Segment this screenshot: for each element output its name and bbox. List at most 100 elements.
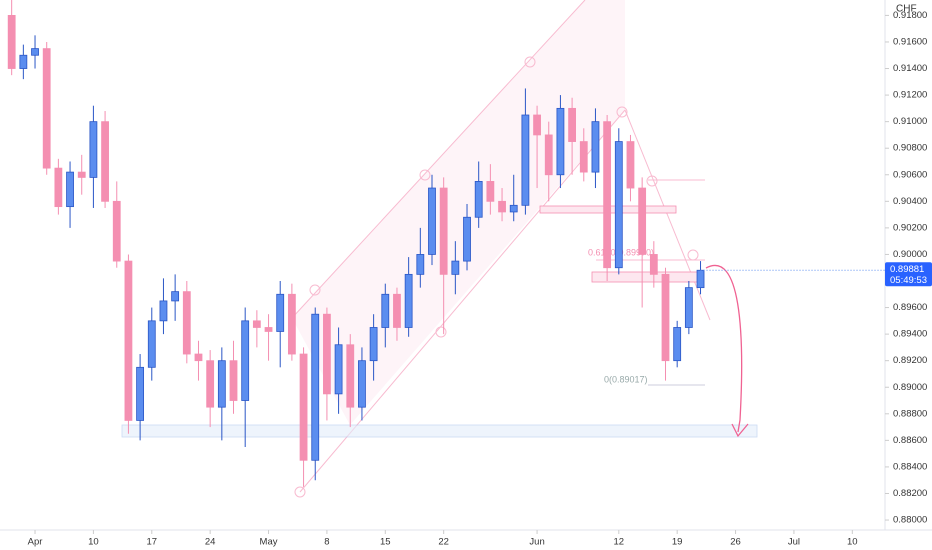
- y-tick-label: 0.88600: [893, 435, 927, 446]
- candle-body: [533, 114, 541, 136]
- candle-body: [439, 187, 448, 275]
- candle-body: [159, 300, 168, 322]
- x-tick-label: 19: [672, 537, 683, 548]
- candle-body: [463, 216, 471, 262]
- candle-body: [638, 187, 647, 255]
- candle-body: [428, 187, 436, 255]
- support-zone: [121, 424, 758, 438]
- y-tick-label: 0.90600: [893, 169, 927, 180]
- candle-body: [299, 353, 308, 461]
- countdown: 05:49:53: [890, 275, 927, 286]
- fib-label: 0(0.89017): [604, 374, 648, 384]
- candle-body: [264, 327, 273, 332]
- candle-body: [19, 54, 28, 69]
- candle-body: [334, 344, 343, 395]
- candle-body: [31, 48, 39, 56]
- candle-body: [684, 287, 693, 328]
- y-tick-label: 0.90200: [893, 222, 927, 233]
- candle-body: [451, 260, 460, 275]
- candle-body: [416, 254, 425, 275]
- y-tick-label: 0.91200: [893, 90, 927, 101]
- y-tick-label: 0.90000: [893, 249, 927, 260]
- y-tick-label: 0.88800: [893, 408, 927, 419]
- y-tick-label: 0.90400: [893, 196, 927, 207]
- candle-body: [381, 293, 390, 328]
- candle-body: [404, 273, 413, 328]
- y-tick-label: 0.91800: [893, 10, 927, 21]
- candle-body: [136, 366, 145, 421]
- candle-body: [276, 293, 285, 332]
- y-tick-label: 0.89000: [893, 382, 927, 393]
- x-tick-label: 15: [380, 537, 391, 548]
- x-tick-label: 17: [146, 537, 157, 548]
- pivot: [687, 249, 699, 261]
- channel-fill: [292, 0, 625, 425]
- candle-body: [626, 141, 635, 189]
- candle-body: [89, 121, 98, 178]
- candle-body: [217, 360, 226, 408]
- x-tick-label: 8: [324, 537, 329, 548]
- candle-body: [486, 181, 495, 202]
- candle-body: [358, 360, 366, 408]
- candle-body: [42, 48, 51, 169]
- y-tick-label: 0.89200: [893, 355, 927, 366]
- y-tick-label: 0.90800: [893, 143, 927, 154]
- currency-label: CHF: [896, 4, 917, 15]
- candle-body: [474, 181, 483, 218]
- candle-body: [323, 313, 331, 395]
- candle-body: [614, 141, 623, 269]
- candle-body: [66, 171, 74, 208]
- candle-body: [603, 121, 612, 269]
- x-tick-label: 26: [730, 537, 741, 548]
- candle-body: [101, 121, 109, 202]
- projection-arrow: [705, 265, 749, 438]
- candle-body: [206, 360, 215, 408]
- y-tick-label: 0.88400: [893, 461, 927, 472]
- last-price-label: 0.89881: [890, 264, 924, 275]
- candle-body: [346, 344, 355, 408]
- pivot: [419, 169, 431, 181]
- pivot: [435, 326, 447, 338]
- pivot: [524, 56, 536, 68]
- candle-body: [54, 167, 63, 208]
- candle-body: [124, 260, 133, 421]
- candle-body: [661, 273, 670, 362]
- candle-body: [673, 327, 682, 362]
- candle-body: [591, 121, 600, 173]
- x-tick-label: 10: [88, 537, 99, 548]
- candle-body: [498, 200, 506, 213]
- y-tick-label: 0.88200: [893, 488, 927, 499]
- pivot: [646, 175, 658, 187]
- candle-body: [556, 107, 565, 176]
- candle-body: [77, 171, 86, 178]
- candle-body: [509, 204, 518, 213]
- candle-body: [521, 114, 530, 206]
- y-tick-label: 0.91600: [893, 36, 927, 47]
- candle-body: [229, 360, 238, 401]
- x-tick-label: 22: [438, 537, 449, 548]
- candle-body: [544, 134, 553, 176]
- x-tick-label: Jul: [788, 537, 800, 548]
- last-price-tag: [885, 262, 932, 287]
- y-tick-label: 0.89400: [893, 329, 927, 340]
- candle-body: [7, 15, 16, 69]
- x-tick-label: 12: [614, 537, 625, 548]
- candle-body: [369, 327, 378, 362]
- candle-body: [311, 313, 320, 461]
- x-tick-label: Jun: [529, 537, 544, 548]
- candle-body: [112, 200, 121, 262]
- candle-body: [579, 141, 588, 173]
- candle-body: [568, 107, 576, 142]
- y-tick-label: 0.89600: [893, 302, 927, 313]
- candle-body: [649, 254, 658, 275]
- candle-body: [252, 320, 261, 328]
- zone: [591, 271, 701, 283]
- candle-body: [696, 269, 705, 289]
- pivot: [294, 486, 306, 498]
- pivot: [309, 284, 321, 296]
- candle-body: [241, 320, 250, 401]
- x-tick-label: May: [260, 537, 278, 548]
- candle-body: [147, 320, 156, 368]
- x-tick-label: 24: [205, 537, 216, 548]
